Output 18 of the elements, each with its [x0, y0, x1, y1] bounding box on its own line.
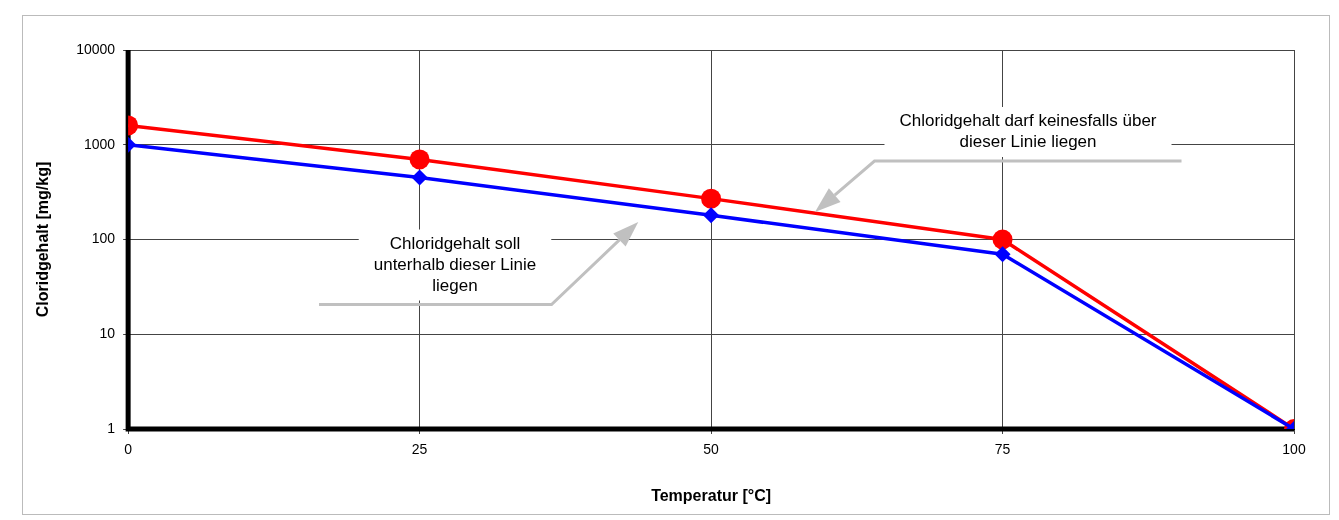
point: [701, 188, 722, 209]
x-tick-label: 25: [411, 441, 428, 458]
point: [703, 207, 720, 224]
x-tick-label: 50: [703, 441, 720, 458]
annotation: Chloridgehalt soll unterhalb dieser Linie liegen: [373, 233, 537, 295]
y-axis-title: Cloridgehalt [mg/kg]: [34, 161, 52, 318]
y-tick-label: 1000: [83, 135, 116, 152]
y-tick-label: 10000: [76, 40, 116, 57]
point: [992, 229, 1013, 250]
y-tick-label: 1: [107, 419, 116, 436]
point: [994, 246, 1011, 263]
annotation: Chloridgehalt darf keinesfalls über dieser Linie liegen: [899, 111, 1157, 152]
x-axis-title: Temperatur [°C]: [651, 486, 772, 504]
x-tick-label: 100: [1282, 441, 1306, 458]
y-tick-label: 10: [99, 325, 116, 342]
y-tick-label: 100: [91, 230, 116, 247]
x-tick-label: 0: [124, 441, 133, 458]
x-tick-label: 75: [994, 441, 1011, 458]
